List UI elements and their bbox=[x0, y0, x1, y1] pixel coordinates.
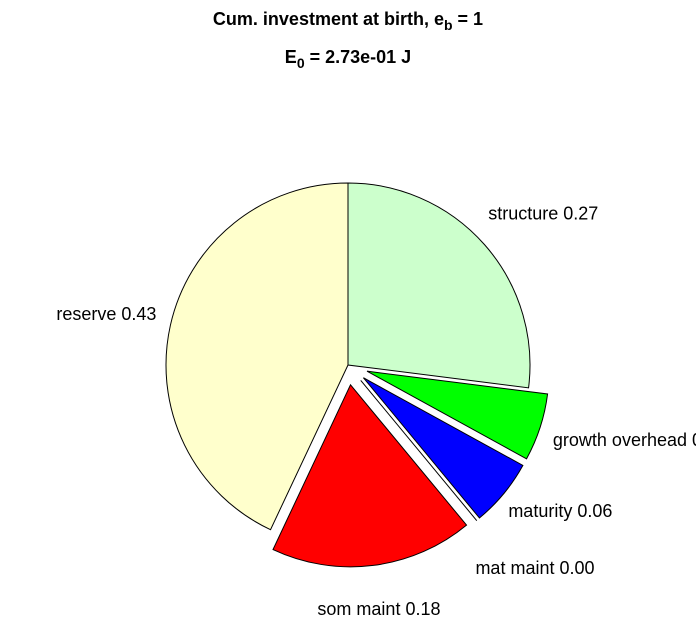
chart-subtitle: E0 = 2.73e-01 J bbox=[285, 47, 411, 71]
subtitle-part: = 2.73e-01 J bbox=[305, 47, 412, 67]
subtitle-subscript: 0 bbox=[297, 55, 305, 71]
title-part: Cum. investment at birth, e bbox=[213, 9, 444, 29]
slice-label: reserve 0.43 bbox=[56, 304, 156, 324]
subtitle-part: E bbox=[285, 47, 297, 67]
slice-label: mat maint 0.00 bbox=[475, 558, 594, 578]
slice-label: som maint 0.18 bbox=[317, 599, 440, 618]
chart-title: Cum. investment at birth, eb = 1 bbox=[213, 9, 483, 33]
pie-slice bbox=[165, 182, 349, 531]
pie-slice bbox=[272, 383, 468, 568]
pie-slice bbox=[363, 377, 524, 519]
title-part: = 1 bbox=[453, 9, 484, 29]
pie-slice bbox=[366, 370, 549, 460]
slice-label: maturity 0.06 bbox=[508, 501, 612, 521]
title-subscript: b bbox=[444, 17, 453, 33]
slice-label: growth overhead 0.06 bbox=[553, 430, 696, 450]
pie-slice bbox=[347, 182, 531, 389]
slice-label: structure 0.27 bbox=[488, 204, 598, 224]
